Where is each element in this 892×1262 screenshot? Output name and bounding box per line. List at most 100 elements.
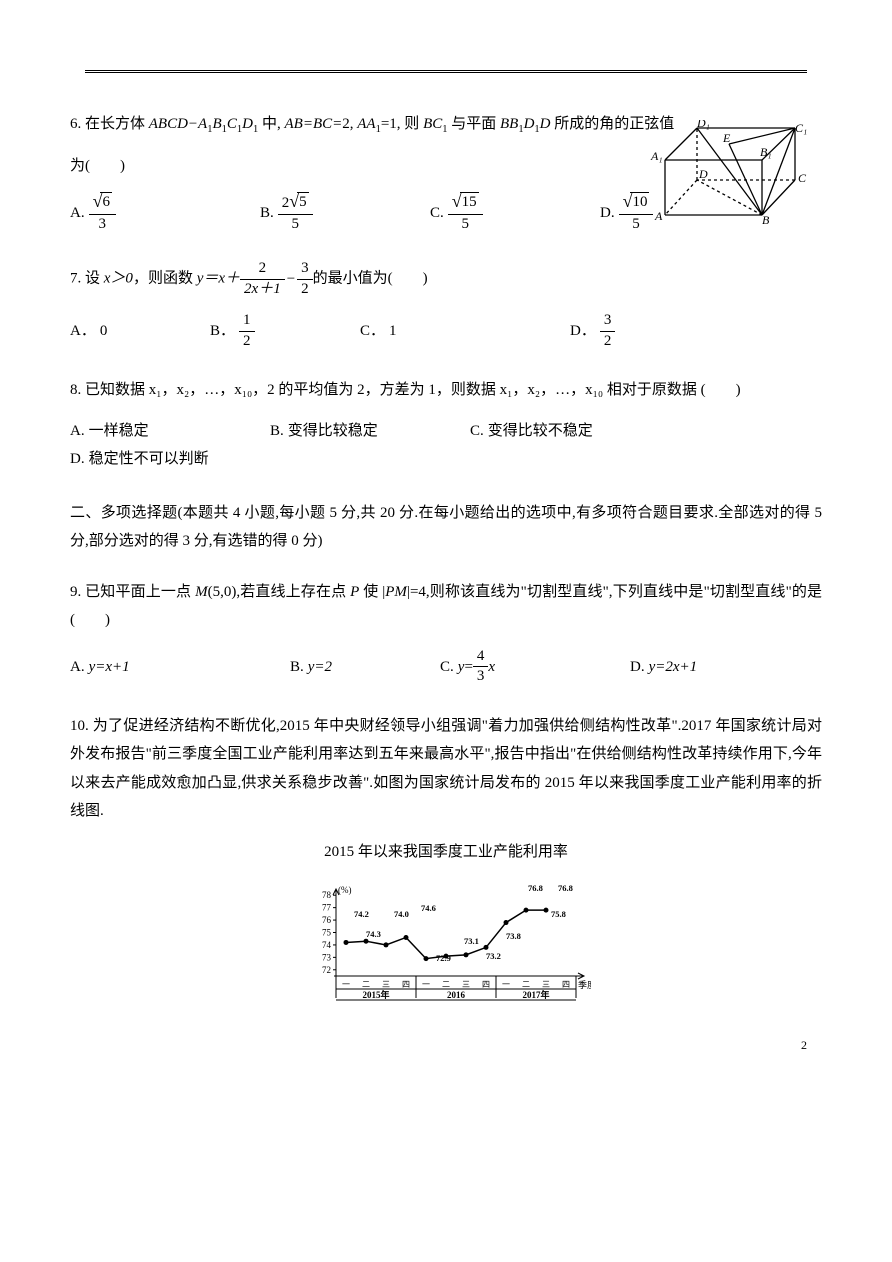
q9-text: 9. 已知平面上一点 M(5,0),若直线上存在点 P 使 |PM|=4,则称该… <box>70 578 822 635</box>
q9-options: A.y=x+1 B.y=2 C.y = 43x D.y=2x+1 <box>70 647 822 687</box>
cuboid-figure: A B C D A₁ B₁ C₁ D₁ E <box>647 120 807 236</box>
s: C <box>227 116 237 132</box>
q7-opt-d: D． 32 <box>570 311 615 351</box>
svg-text:2016: 2016 <box>447 990 466 1000</box>
n: 5 <box>297 192 309 213</box>
lbl-C: C <box>798 171 807 185</box>
svg-text:73.1: 73.1 <box>464 936 479 946</box>
l: B． <box>210 317 235 346</box>
q6-opt-c: C. √15 5 <box>430 192 560 234</box>
svg-text:2017年: 2017年 <box>522 989 549 1000</box>
q7-opt-a: A． 0 <box>70 311 170 351</box>
d: 2x＋1 <box>240 280 285 300</box>
t: (5,0),若直线上存在点 <box>208 584 351 600</box>
question-7: 7. 设 x＞0，则函数 y＝x＋22x＋1−32的最小值为( ) A． 0 B… <box>70 259 822 351</box>
svg-text:74.2: 74.2 <box>354 909 369 919</box>
svg-text:二: 二 <box>522 980 530 989</box>
svg-text:74: 74 <box>322 940 332 950</box>
l: C． <box>360 317 385 346</box>
s: 2, <box>342 116 357 132</box>
svg-text:73.8: 73.8 <box>506 931 521 941</box>
s: D <box>242 116 253 132</box>
frac: √6 3 <box>89 192 116 234</box>
t: − <box>285 271 297 287</box>
q10-chart-title: 2015 年以来我国季度工业产能利用率 <box>70 838 822 867</box>
eq: = <box>464 653 472 682</box>
page-number: 2 <box>801 1034 807 1057</box>
lbl-E: E <box>722 131 731 145</box>
l: A. <box>70 417 85 446</box>
t: y=x+1 <box>89 653 130 682</box>
q7-text: 7. 设 x＞0，则函数 y＝x＋22x＋1−32的最小值为( ) <box>70 259 822 299</box>
d: 2 <box>600 332 616 352</box>
n: 4 <box>473 647 489 668</box>
line-chart-svg: 78777675747372(%)季度74.274.074.674.373.17… <box>301 881 591 1011</box>
svg-text:76: 76 <box>322 916 332 926</box>
svg-text:73.2: 73.2 <box>486 951 501 961</box>
t: 稳定性不可以判断 <box>89 445 209 474</box>
s: D <box>524 116 535 132</box>
svg-text:75.8: 75.8 <box>551 909 566 919</box>
svg-text:78: 78 <box>322 891 332 901</box>
d: 2 <box>239 332 255 352</box>
t: 的最小值为( ) <box>313 271 428 287</box>
lbl-B: B <box>762 213 770 225</box>
x: x <box>488 653 495 682</box>
s: =1, 则 <box>381 116 423 132</box>
d: 3 <box>89 215 116 235</box>
frac: √15 5 <box>448 192 483 234</box>
section-2-header: 二、多项选择题(本题共 4 小题,每小题 5 分,共 20 分.在每小题给出的选… <box>70 499 822 556</box>
q6-t1: 6. 在长方体 <box>70 116 149 132</box>
s: D <box>540 116 551 132</box>
q8-opt-c: C.变得比较不稳定 <box>470 417 640 446</box>
q6-opt-b: B. 2√5 5 <box>260 192 390 234</box>
svg-text:76.8: 76.8 <box>528 883 543 893</box>
svg-text:四: 四 <box>482 980 490 989</box>
q10-chart: 78777675747372(%)季度74.274.074.674.373.17… <box>70 881 822 1022</box>
t: 9. 已知平面上一点 <box>70 584 195 600</box>
t: 变得比较不稳定 <box>488 417 593 446</box>
q6-body: ABCD−A <box>149 116 207 132</box>
svg-text:一: 一 <box>422 980 430 989</box>
svg-text:季度: 季度 <box>578 979 591 990</box>
l: B. <box>270 417 284 446</box>
svg-text:三: 三 <box>462 980 470 989</box>
question-10: 10. 为了促进经济结构不断优化,2015 年中央财经领导小组强调"着力加强供给… <box>70 712 822 1022</box>
svg-text:74.6: 74.6 <box>421 903 436 913</box>
s: 中, <box>258 116 284 132</box>
question-9: 9. 已知平面上一点 M(5,0),若直线上存在点 P 使 |PM|=4,则称该… <box>70 578 822 687</box>
c: 2 <box>282 195 290 211</box>
n: 15 <box>460 192 479 213</box>
svg-text:四: 四 <box>402 980 410 989</box>
svg-text:三: 三 <box>542 980 550 989</box>
question-8: 8. 已知数据 x₁，x₂，…，x₁₀，2 的平均值为 2，方差为 1，则数据 … <box>70 376 822 474</box>
svg-text:74.3: 74.3 <box>366 929 381 939</box>
svg-text:二: 二 <box>442 980 450 989</box>
q9-opt-d: D.y=2x+1 <box>630 647 697 687</box>
q8-text: 8. 已知数据 x₁，x₂，…，x₁₀，2 的平均值为 2，方差为 1，则数据 … <box>70 376 822 405</box>
d: 5 <box>278 215 313 235</box>
n: 1 <box>239 311 255 332</box>
svg-text:73: 73 <box>322 953 332 963</box>
q7-options: A． 0 B． 12 C． 1 D． 32 <box>70 311 822 351</box>
q6-opt-d: D. √10 5 <box>600 192 653 234</box>
q7-opt-c: C． 1 <box>360 311 530 351</box>
s: AA <box>357 116 375 132</box>
svg-text:(%): (%) <box>338 885 352 895</box>
svg-text:三: 三 <box>382 980 390 989</box>
q9-opt-a: A.y=x+1 <box>70 647 250 687</box>
t: P <box>350 584 359 600</box>
t: y=2x+1 <box>649 653 698 682</box>
svg-text:一: 一 <box>502 980 510 989</box>
svg-text:一: 一 <box>342 980 350 989</box>
lbl-C1: C₁ <box>795 121 807 135</box>
q9-opt-b: B.y=2 <box>290 647 400 687</box>
svg-text:76.8: 76.8 <box>558 883 573 893</box>
s: BB <box>500 116 518 132</box>
label: B. <box>260 199 274 228</box>
label: A. <box>70 199 85 228</box>
svg-text:72.9: 72.9 <box>436 953 451 963</box>
t: PM <box>385 584 407 600</box>
header-rule <box>85 70 807 73</box>
label: C. <box>430 199 444 228</box>
